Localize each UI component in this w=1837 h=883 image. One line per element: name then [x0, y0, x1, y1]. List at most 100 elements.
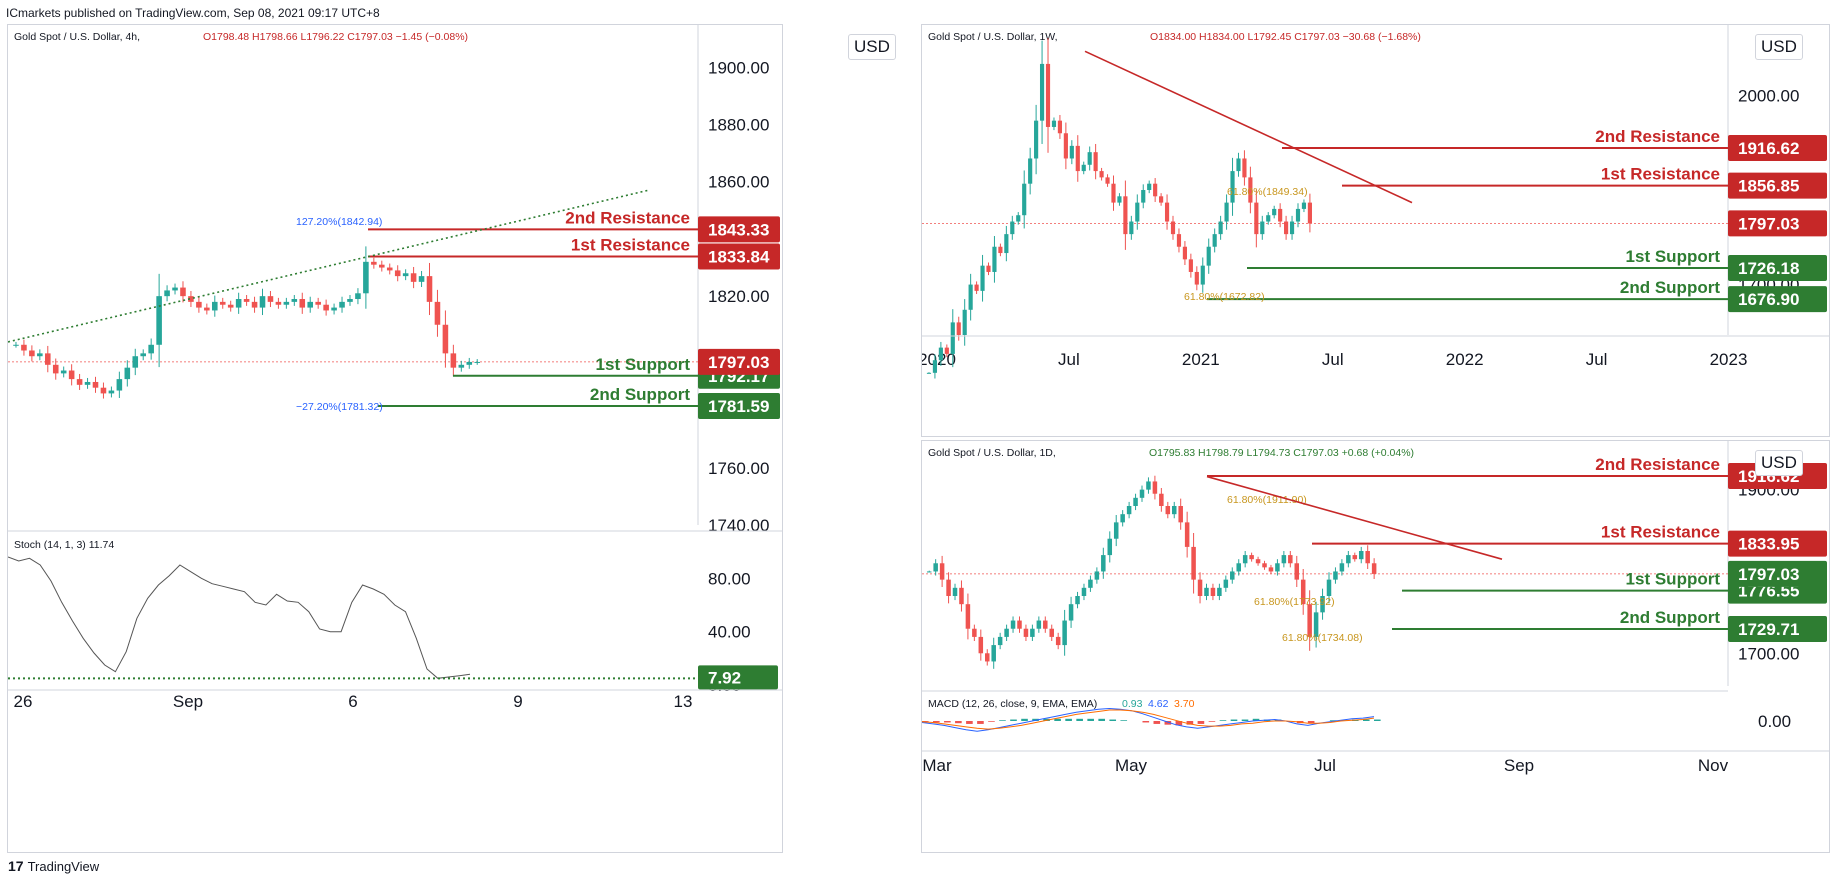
macd-hist-bar	[999, 720, 1006, 721]
candle-body	[1262, 563, 1267, 568]
candle-body	[974, 284, 979, 291]
candle-body	[1194, 271, 1199, 285]
stoch-tick-label: 80.00	[708, 569, 751, 588]
candle-body	[1210, 587, 1216, 596]
macd-hist-bar	[1252, 718, 1260, 721]
chart-1w-panel[interactable]: Gold Spot / U.S. Dollar, 1W, O1834.00 H18…	[918, 24, 1830, 437]
candle-body	[1165, 506, 1171, 515]
x-tick-label: Sep	[1504, 756, 1534, 775]
candle-body	[1266, 215, 1271, 222]
chart-title: Gold Spot / U.S. Dollar, 1W,	[928, 31, 1058, 43]
candle-body	[1223, 579, 1229, 588]
macd-hist-bar	[1208, 721, 1216, 722]
level-price-tag	[1728, 530, 1827, 557]
fib-label: 61.80%(1849.34)	[1227, 186, 1308, 198]
macd-signal-line	[921, 709, 1375, 730]
candle-body	[1164, 202, 1170, 222]
candle-body	[962, 309, 967, 335]
level-price-tag	[698, 243, 780, 270]
candle-body	[1176, 234, 1182, 247]
candle-body	[1036, 620, 1042, 629]
candle-body	[37, 353, 43, 357]
candle-body	[1045, 63, 1051, 127]
candle-body	[1049, 628, 1054, 637]
candle-body	[323, 304, 329, 311]
candle-body	[1120, 514, 1125, 523]
level-name: 1st Resistance	[1601, 165, 1720, 184]
candle-body	[466, 361, 473, 365]
fib-label: 61.80%(1672.82)	[1184, 291, 1265, 303]
candle-body	[450, 353, 457, 368]
current-price-tag	[1728, 210, 1827, 237]
x-tick-label: Jul	[1586, 350, 1608, 369]
candle-body	[932, 360, 938, 373]
candle-body	[1081, 587, 1087, 596]
candle-body	[1171, 506, 1177, 515]
currency-badge-4h[interactable]: USD	[848, 34, 896, 60]
candle-body	[1023, 628, 1029, 637]
candle-body	[212, 301, 218, 311]
trend-line	[1084, 50, 1413, 204]
x-tick-label: 2022	[1446, 350, 1484, 369]
level-price-tag	[1728, 255, 1827, 282]
macd-hist-bar	[1076, 718, 1083, 721]
level-name: 1st Support	[1626, 570, 1721, 589]
ohlc-readout: O1795.83 H1798.79 L1794.73 C1797.03 +0.6…	[1149, 447, 1414, 459]
macd-value-macd: 4.62	[1148, 698, 1169, 710]
currency-badge-1d[interactable]: USD	[1755, 450, 1803, 476]
candle-body	[1170, 221, 1176, 235]
x-tick-label: 9	[513, 692, 522, 711]
candle-body	[156, 296, 162, 345]
y-tick-label: 1760.00	[708, 459, 769, 478]
chart-4h-panel[interactable]: Gold Spot / U.S. Dollar, 4h, O1798.48 H17…	[7, 24, 783, 853]
candle-body	[991, 645, 996, 662]
macd-hist-bar	[1307, 721, 1315, 724]
macd-hist-bar	[955, 721, 962, 724]
candle-body	[1153, 183, 1158, 197]
candle-body	[188, 296, 194, 302]
candle-body	[1043, 620, 1048, 629]
candle-body	[1301, 202, 1307, 209]
level-price-label: 1726.18	[1738, 259, 1799, 278]
candle-body	[1178, 506, 1183, 523]
y-tick-label: 1860.00	[708, 173, 769, 192]
chart-4h[interactable]: Gold Spot / U.S. Dollar, 4h, O1798.48 H17…	[7, 25, 782, 852]
candle-body	[84, 381, 91, 385]
macd-line	[921, 707, 1375, 732]
candle-body	[1307, 604, 1312, 637]
x-tick-label: 6	[348, 692, 357, 711]
candle-body	[1275, 563, 1280, 572]
candle-body	[1016, 215, 1021, 222]
chart-title: Gold Spot / U.S. Dollar, 1D,	[928, 447, 1056, 459]
chart-1d[interactable]: Gold Spot / U.S. Dollar, 1D, O1795.83 H17…	[921, 441, 1829, 852]
candle-body	[1217, 587, 1222, 596]
candle-body	[1289, 221, 1295, 235]
x-tick-label: 2023	[1710, 350, 1748, 369]
candle-body	[938, 347, 943, 361]
level-price-label: 1781.59	[708, 397, 769, 416]
candle-body	[968, 284, 973, 310]
candle-body	[1224, 202, 1229, 222]
candle-body	[1068, 604, 1074, 621]
chart-1w[interactable]: Gold Spot / U.S. Dollar, 1W, O1834.00 H18…	[918, 25, 1829, 436]
candle-body	[339, 301, 345, 308]
candle-body	[1200, 265, 1205, 285]
level-price-label: 1676.90	[1738, 290, 1799, 309]
candle-body	[235, 299, 242, 308]
candle-body	[1313, 612, 1319, 637]
candle-body	[1039, 63, 1045, 121]
level-name: 1st Support	[1626, 247, 1721, 266]
candle-body	[259, 296, 266, 308]
candle-body	[1117, 196, 1122, 203]
macd-hist-bar	[922, 721, 929, 722]
candle-body	[933, 563, 938, 572]
macd-value-signal: 3.70	[1174, 698, 1195, 710]
candle-body	[1088, 579, 1093, 588]
footer-brand[interactable]: 17 TradingView	[8, 858, 99, 874]
candle-body	[939, 563, 945, 580]
candle-body	[1371, 563, 1377, 574]
chart-1d-panel[interactable]: Gold Spot / U.S. Dollar, 1D, O1795.83 H17…	[921, 440, 1830, 853]
currency-badge-1w[interactable]: USD	[1755, 34, 1803, 60]
candle-body	[1087, 152, 1092, 165]
candle-body	[946, 579, 951, 596]
